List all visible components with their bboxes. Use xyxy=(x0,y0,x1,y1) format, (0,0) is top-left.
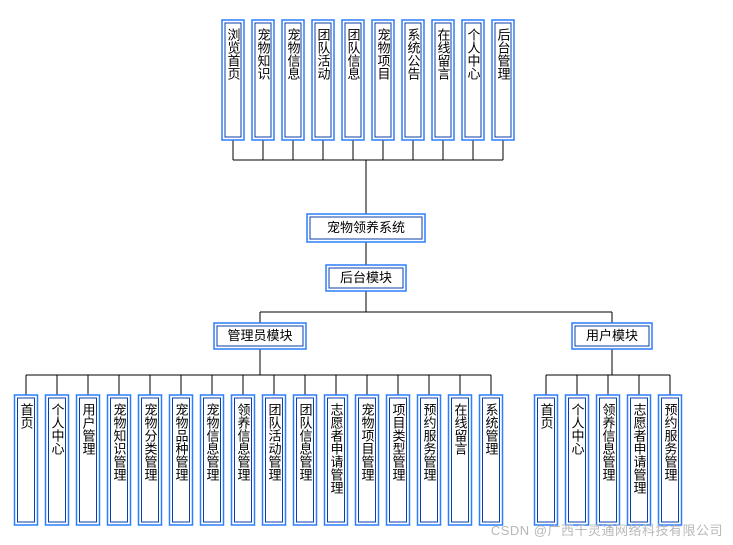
svg-text:系统管理: 系统管理 xyxy=(484,403,499,455)
svg-text:宠物项目管理: 宠物项目管理 xyxy=(360,402,375,481)
user-item-3: 志愿者申请管理 xyxy=(628,395,651,525)
svg-text:浏览首页: 浏览首页 xyxy=(226,27,241,80)
svg-text:用户模块: 用户模块 xyxy=(586,328,638,343)
user-item-1: 个人中心 xyxy=(566,395,589,525)
svg-text:预约服务管理: 预约服务管理 xyxy=(663,403,678,481)
svg-text:个人中心: 个人中心 xyxy=(50,403,65,455)
admin-item-12: 项目类型管理 xyxy=(387,395,410,525)
admin-item-10: 志愿者申请管理 xyxy=(325,395,348,525)
admin-item-2: 用户管理 xyxy=(77,395,100,525)
svg-text:宠物分类管理: 宠物分类管理 xyxy=(143,402,158,481)
svg-text:团队信息: 团队信息 xyxy=(346,28,361,80)
frontend-item-5: 宠物项目 xyxy=(372,20,394,140)
admin-item-9: 团队信息管理 xyxy=(294,395,317,525)
frontend-item-4: 团队信息 xyxy=(342,20,364,140)
admin-item-1: 个人中心 xyxy=(46,395,69,525)
svg-text:个人中心: 个人中心 xyxy=(466,28,481,80)
svg-text:管理员模块: 管理员模块 xyxy=(227,328,292,343)
svg-text:领养信息管理: 领养信息管理 xyxy=(236,403,251,481)
svg-text:宠物知识: 宠物知识 xyxy=(256,27,271,80)
frontend-item-9: 后台管理 xyxy=(492,20,514,140)
frontend-item-8: 个人中心 xyxy=(462,20,484,140)
admin-item-7: 领养信息管理 xyxy=(232,395,255,525)
frontend-item-0: 浏览首页 xyxy=(222,20,244,140)
admin-item-15: 系统管理 xyxy=(480,395,503,525)
admin-item-14: 在线留言 xyxy=(449,395,472,525)
admin-item-13: 预约服务管理 xyxy=(418,395,441,525)
user-node: 用户模块 xyxy=(572,323,652,349)
frontend-item-1: 宠物知识 xyxy=(252,20,274,140)
svg-text:预约服务管理: 预约服务管理 xyxy=(422,403,437,481)
svg-text:团队活动管理: 团队活动管理 xyxy=(267,403,282,481)
svg-text:志愿者申请管理: 志愿者申请管理 xyxy=(329,403,344,494)
admin-item-0: 首页 xyxy=(15,395,38,525)
admin-item-3: 宠物知识管理 xyxy=(108,395,131,525)
svg-text:团队信息管理: 团队信息管理 xyxy=(298,403,313,481)
admin-item-8: 团队活动管理 xyxy=(263,395,286,525)
user-item-2: 领养信息管理 xyxy=(597,395,620,525)
svg-text:宠物领养系统: 宠物领养系统 xyxy=(327,220,405,235)
frontend-item-2: 宠物信息 xyxy=(282,20,304,140)
backend-node: 后台模块 xyxy=(326,265,406,291)
svg-text:志愿者申请管理: 志愿者申请管理 xyxy=(632,403,647,494)
svg-text:宠物项目: 宠物项目 xyxy=(376,27,391,80)
user-item-4: 预约服务管理 xyxy=(659,395,682,525)
admin-item-4: 宠物分类管理 xyxy=(139,395,162,525)
admin-node: 管理员模块 xyxy=(214,323,306,349)
svg-text:系统公告: 系统公告 xyxy=(406,28,421,80)
admin-item-5: 宠物品种管理 xyxy=(170,395,193,525)
svg-text:首页: 首页 xyxy=(539,403,554,429)
root-node: 宠物领养系统 xyxy=(307,214,425,242)
svg-text:宠物信息管理: 宠物信息管理 xyxy=(205,402,220,481)
admin-item-11: 宠物项目管理 xyxy=(356,395,379,525)
svg-text:领养信息管理: 领养信息管理 xyxy=(601,403,616,481)
svg-text:宠物信息: 宠物信息 xyxy=(286,27,301,80)
svg-text:个人中心: 个人中心 xyxy=(570,403,585,455)
svg-text:在线留言: 在线留言 xyxy=(453,403,468,455)
svg-text:用户管理: 用户管理 xyxy=(81,403,96,455)
admin-item-6: 宠物信息管理 xyxy=(201,395,224,525)
svg-text:宠物知识管理: 宠物知识管理 xyxy=(112,402,127,481)
svg-text:首页: 首页 xyxy=(19,403,34,429)
svg-text:项目类型管理: 项目类型管理 xyxy=(391,403,406,481)
frontend-item-6: 系统公告 xyxy=(402,20,424,140)
svg-text:宠物品种管理: 宠物品种管理 xyxy=(174,402,189,481)
frontend-item-7: 在线留言 xyxy=(432,20,454,140)
svg-text:后台管理: 后台管理 xyxy=(496,28,511,80)
user-item-0: 首页 xyxy=(535,395,558,525)
svg-text:在线留言: 在线留言 xyxy=(436,28,451,80)
svg-text:后台模块: 后台模块 xyxy=(340,270,392,285)
frontend-item-3: 团队活动 xyxy=(312,20,334,140)
svg-text:团队活动: 团队活动 xyxy=(316,28,331,81)
watermark: CSDN @广西千灵通网络科技有限公司 xyxy=(491,520,723,539)
